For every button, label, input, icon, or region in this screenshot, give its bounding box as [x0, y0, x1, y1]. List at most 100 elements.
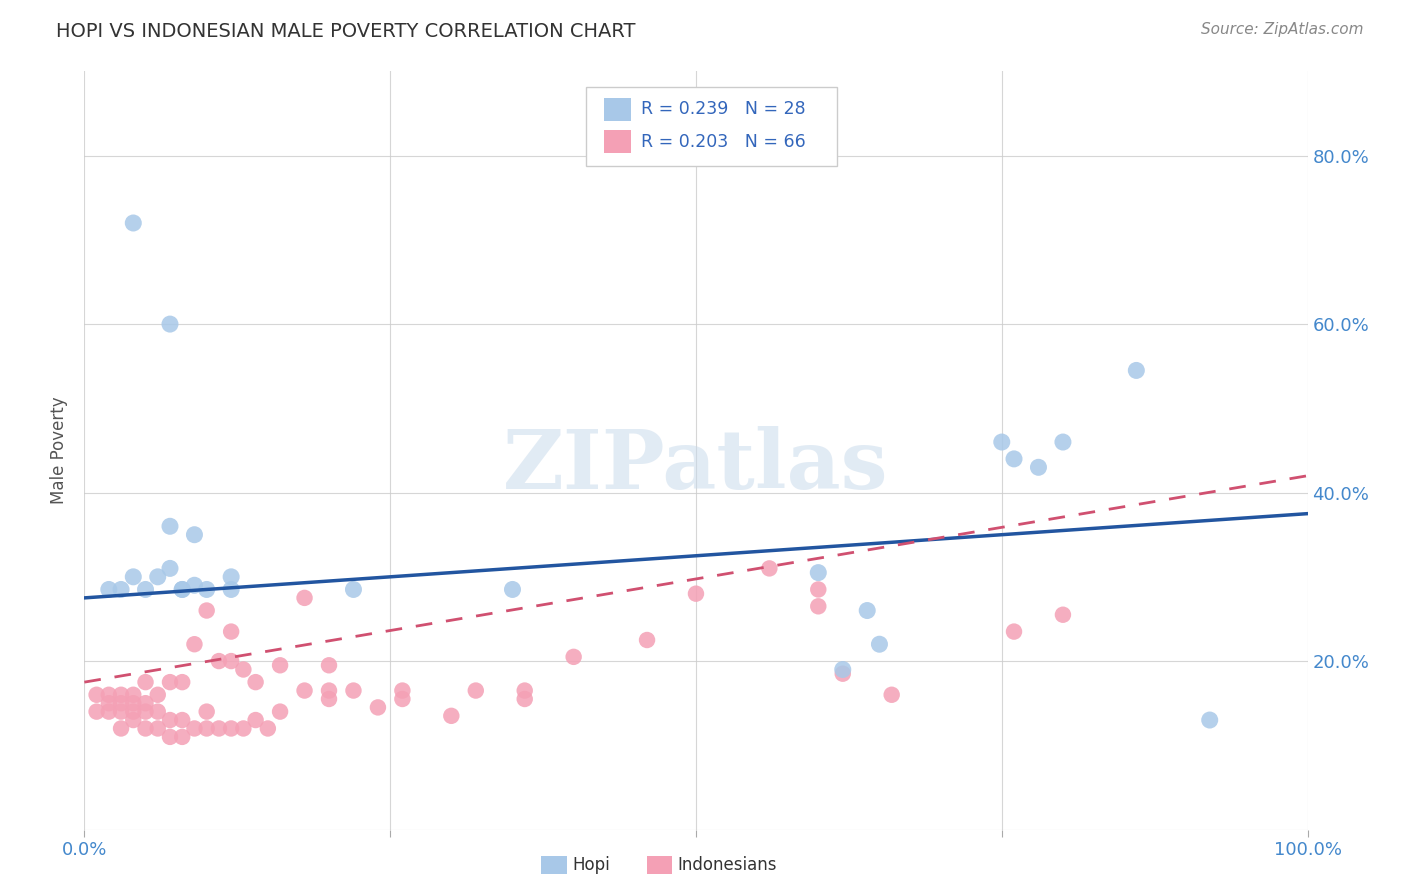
Point [172, 582, 194, 597]
Point [183, 578, 205, 592]
Point [318, 692, 340, 706]
Point [1052, 607, 1074, 622]
Point [159, 713, 181, 727]
Point [110, 705, 132, 719]
Point [172, 713, 194, 727]
Y-axis label: Male Poverty: Male Poverty [51, 397, 69, 504]
Point [1125, 363, 1147, 377]
Point [1028, 460, 1050, 475]
Bar [605, 130, 631, 153]
Point [208, 654, 231, 668]
Point [172, 730, 194, 744]
Point [146, 688, 169, 702]
Point [342, 582, 364, 597]
Point [183, 722, 205, 736]
Point [135, 675, 157, 690]
Point [97, 688, 120, 702]
Text: Source: ZipAtlas.com: Source: ZipAtlas.com [1201, 22, 1364, 37]
Point [831, 663, 853, 677]
Point [513, 692, 536, 706]
Point [758, 561, 780, 575]
Point [122, 570, 145, 584]
Point [110, 688, 132, 702]
Point [159, 317, 181, 331]
Point [110, 696, 132, 710]
Point [318, 683, 340, 698]
Point [464, 683, 486, 698]
Text: ZIPatlas: ZIPatlas [503, 425, 889, 506]
Point [440, 708, 463, 723]
Point [257, 722, 280, 736]
Point [219, 570, 242, 584]
Point [232, 722, 254, 736]
Text: R = 0.239   N = 28: R = 0.239 N = 28 [641, 100, 806, 119]
Point [97, 705, 120, 719]
Point [831, 666, 853, 681]
Point [195, 722, 218, 736]
Point [159, 519, 181, 533]
Point [269, 658, 291, 673]
Point [172, 582, 194, 597]
Point [135, 722, 157, 736]
Point [219, 624, 242, 639]
Point [122, 216, 145, 230]
Point [502, 582, 524, 597]
Point [159, 675, 181, 690]
Point [195, 705, 218, 719]
Point [318, 658, 340, 673]
Point [146, 722, 169, 736]
Point [367, 700, 389, 714]
Point [991, 435, 1014, 450]
Point [146, 705, 169, 719]
Point [219, 722, 242, 736]
Point [122, 696, 145, 710]
Point [122, 705, 145, 719]
Point [880, 688, 903, 702]
Point [219, 582, 242, 597]
Point [562, 649, 585, 664]
Point [135, 705, 157, 719]
Point [195, 603, 218, 617]
Point [86, 688, 108, 702]
Point [245, 675, 267, 690]
Point [122, 713, 145, 727]
Point [269, 705, 291, 719]
Point [135, 582, 157, 597]
Point [1002, 624, 1025, 639]
Point [122, 688, 145, 702]
Point [856, 603, 879, 617]
Point [294, 591, 316, 605]
Point [172, 675, 194, 690]
Text: HOPI VS INDONESIAN MALE POVERTY CORRELATION CHART: HOPI VS INDONESIAN MALE POVERTY CORRELAT… [56, 22, 636, 41]
Text: R = 0.203   N = 66: R = 0.203 N = 66 [641, 133, 806, 151]
Point [636, 633, 658, 648]
Point [183, 527, 205, 541]
Text: Hopi: Hopi [572, 856, 610, 874]
Point [97, 696, 120, 710]
Point [183, 637, 205, 651]
Point [391, 683, 413, 698]
Point [1052, 435, 1074, 450]
Point [195, 582, 218, 597]
Point [110, 722, 132, 736]
Point [294, 683, 316, 698]
Point [342, 683, 364, 698]
Text: Indonesians: Indonesians [678, 856, 778, 874]
Point [807, 582, 830, 597]
Point [513, 683, 536, 698]
Point [86, 705, 108, 719]
Point [159, 561, 181, 575]
Point [807, 566, 830, 580]
Bar [605, 98, 631, 120]
Point [219, 654, 242, 668]
Point [391, 692, 413, 706]
Point [135, 696, 157, 710]
Point [869, 637, 891, 651]
Point [232, 663, 254, 677]
Point [685, 587, 707, 601]
Point [97, 582, 120, 597]
Point [1002, 451, 1025, 466]
Point [110, 582, 132, 597]
FancyBboxPatch shape [586, 87, 837, 166]
Point [245, 713, 267, 727]
